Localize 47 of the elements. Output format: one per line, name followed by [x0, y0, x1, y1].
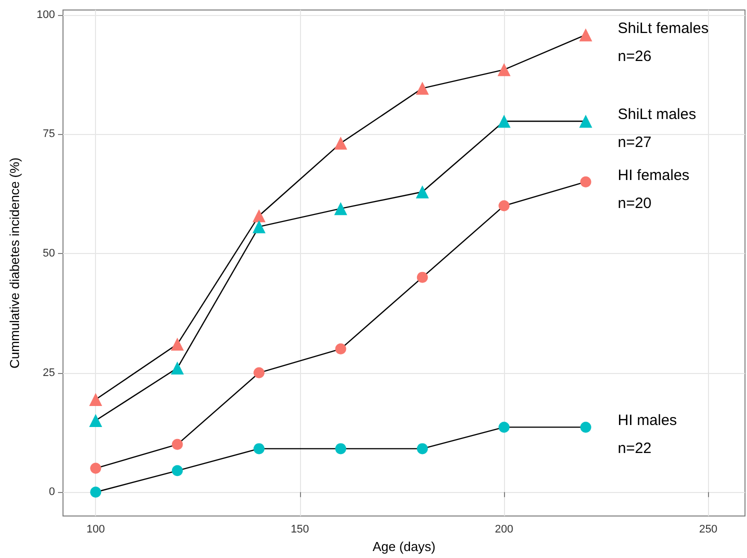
point: [90, 486, 102, 498]
point: [580, 422, 592, 433]
x-tick-label: 150: [290, 524, 310, 536]
annotation: n=27: [618, 134, 652, 152]
point: [252, 220, 266, 234]
point: [90, 462, 102, 474]
y-axis-title: Cummulative diabetes incidence (%): [7, 158, 22, 368]
point: [498, 114, 511, 128]
point: [335, 443, 346, 454]
y-tick-label: 100: [36, 8, 55, 21]
point: [498, 422, 510, 433]
point: [416, 443, 428, 454]
point: [498, 200, 510, 212]
point: [172, 438, 183, 450]
y-tick-label: 75: [42, 128, 55, 140]
point: [89, 393, 102, 406]
y-tick-label: 25: [42, 366, 55, 379]
point: [170, 362, 184, 375]
point: [254, 443, 265, 454]
point: [498, 63, 511, 76]
point: [580, 176, 592, 188]
point: [252, 209, 266, 222]
point: [172, 465, 183, 476]
annotation: n=26: [618, 48, 652, 65]
point: [416, 185, 429, 198]
point: [335, 343, 346, 354]
point: [579, 114, 592, 128]
series-label: ShiLt females: [618, 20, 709, 37]
point: [254, 367, 265, 378]
x-tick-label: 100: [86, 524, 105, 536]
y-tick-label: 50: [42, 247, 55, 260]
point: [89, 414, 102, 428]
x-axis-title: Age (days): [372, 539, 436, 554]
x-tick-label: 200: [494, 524, 514, 536]
annotation: n=20: [618, 194, 652, 212]
series-label: HI males: [618, 412, 677, 430]
x-tick-label: 250: [699, 524, 718, 536]
point: [334, 202, 348, 216]
series-label: ShiLt males: [618, 106, 696, 124]
point: [334, 136, 348, 150]
y-tick-label: 0: [48, 486, 55, 498]
point: [416, 82, 429, 95]
annotation: n=22: [618, 440, 652, 458]
series-label: HI females: [618, 166, 690, 184]
point: [579, 28, 592, 42]
point: [170, 338, 184, 351]
point: [416, 272, 428, 283]
